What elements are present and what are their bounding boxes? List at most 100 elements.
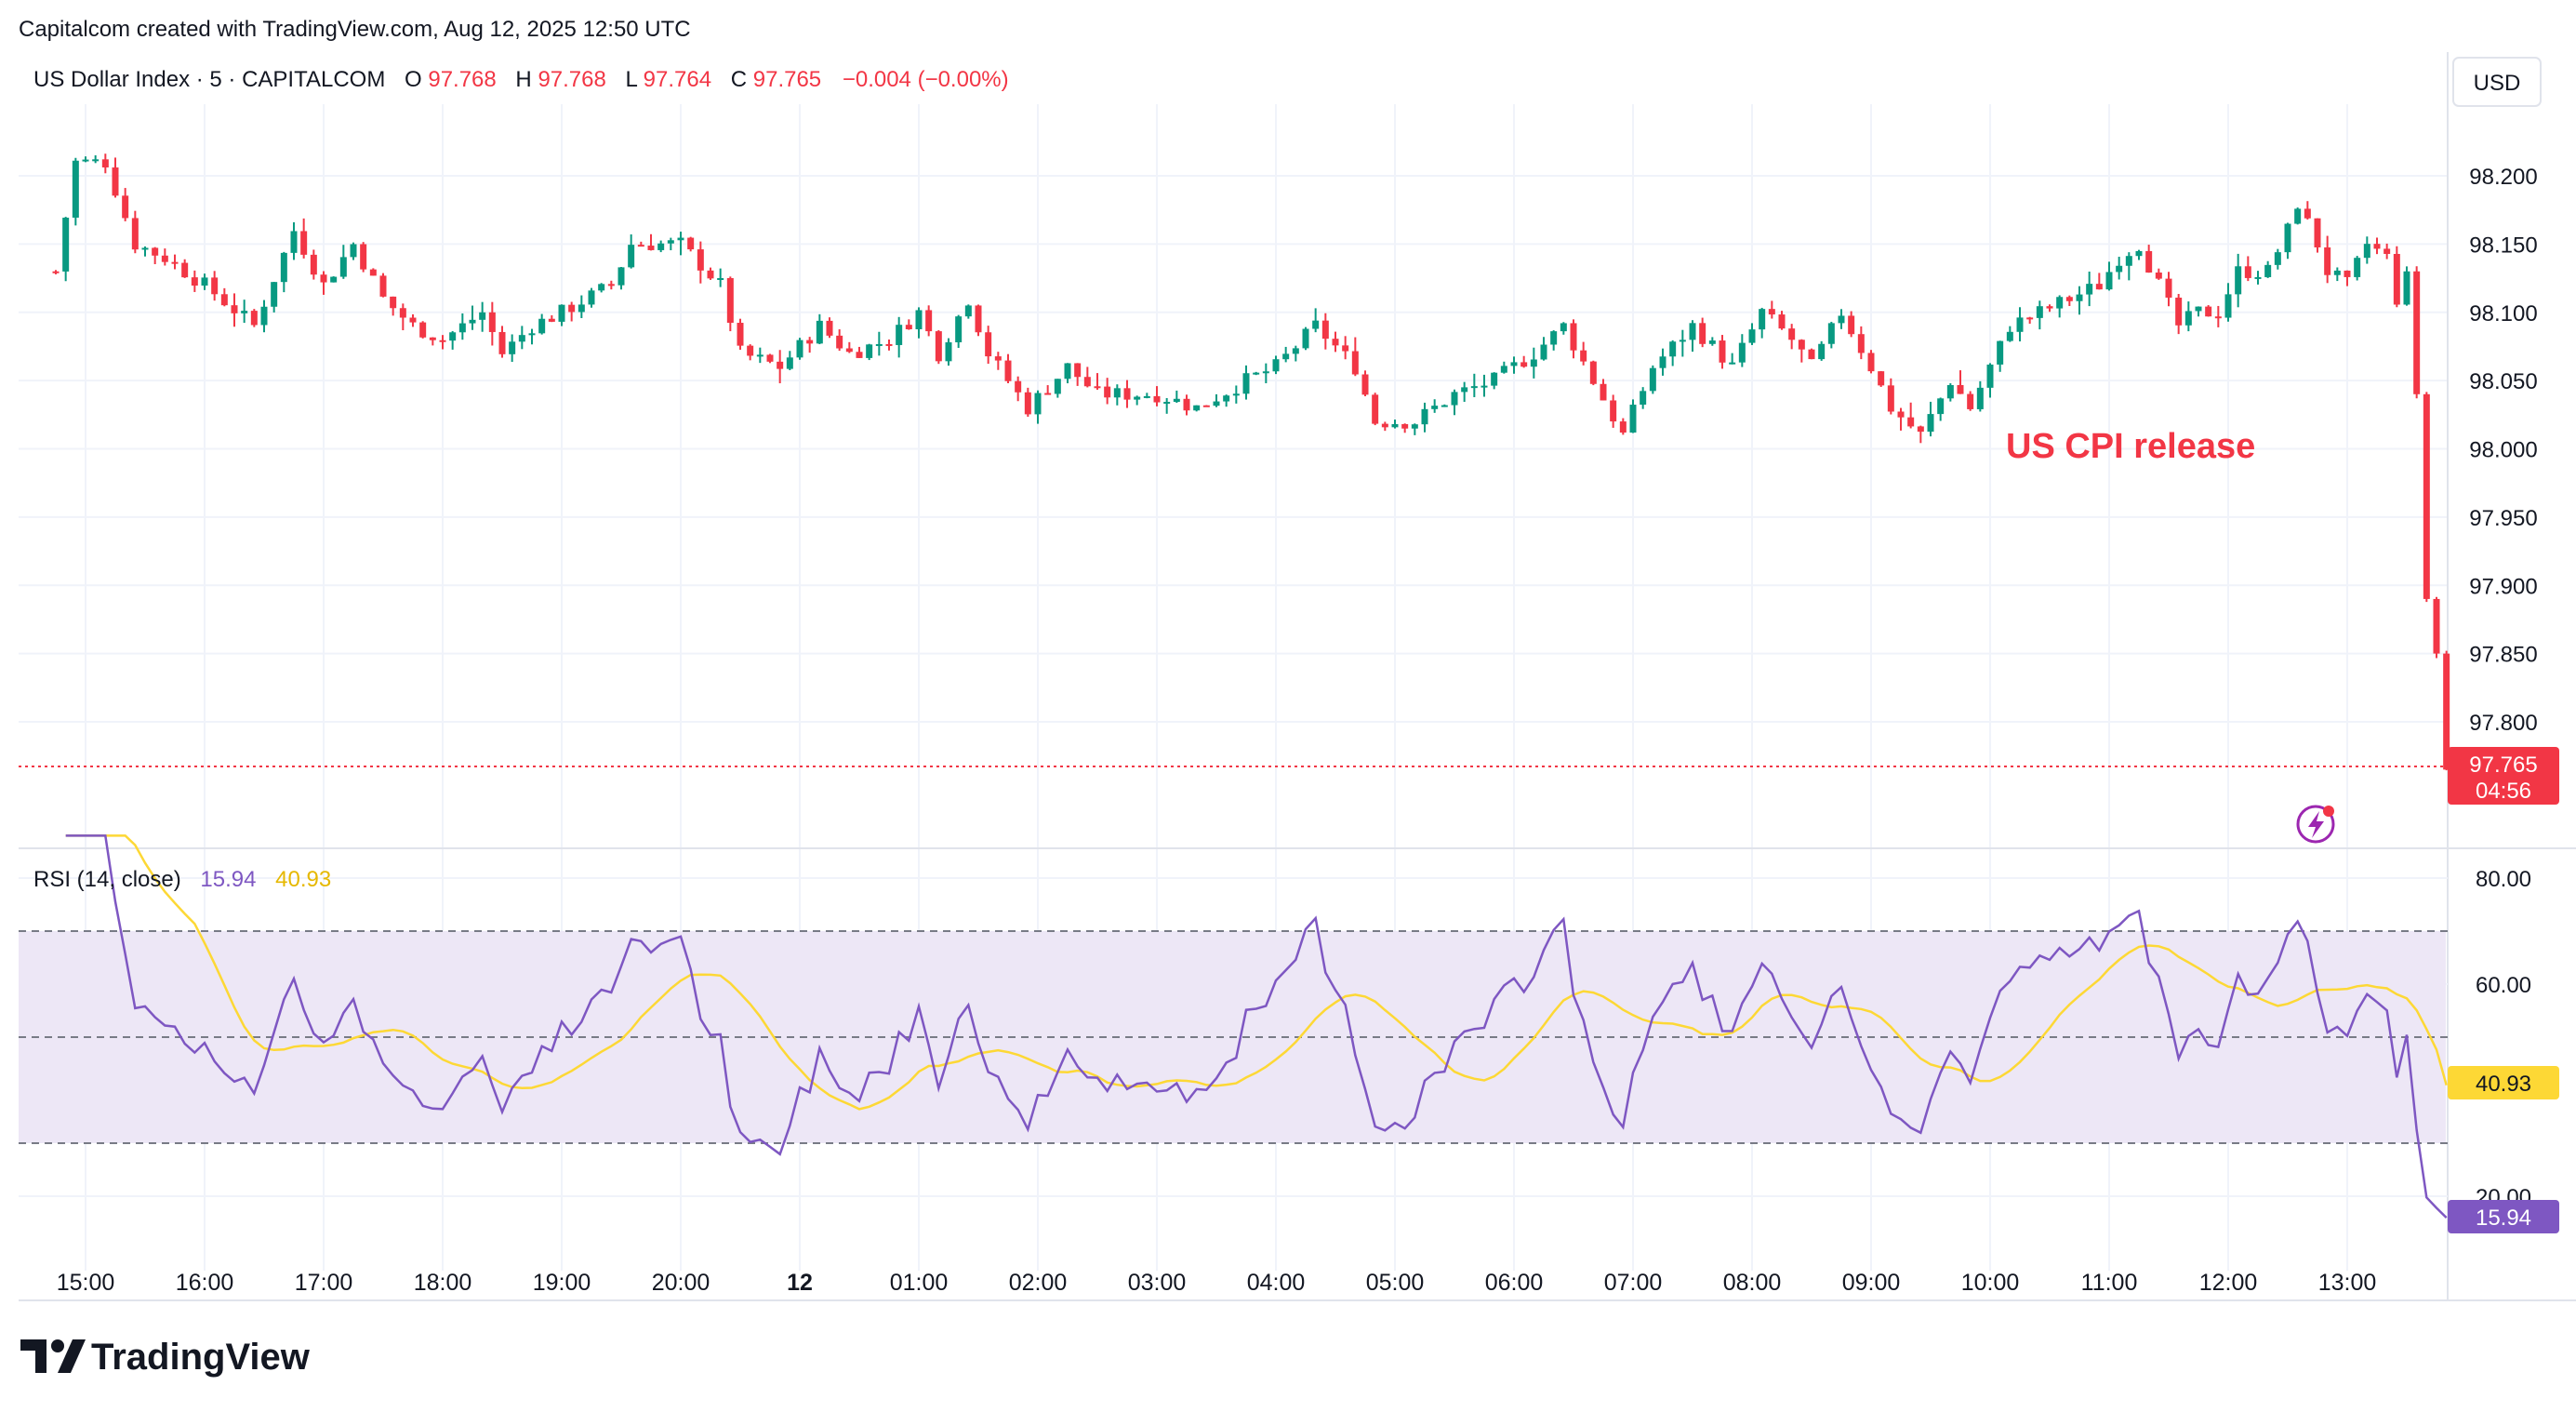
candle-body (350, 244, 357, 258)
candle-body (1798, 340, 1805, 350)
candle-body (2264, 264, 2272, 277)
candle-body (737, 323, 744, 346)
candle-body (2016, 317, 2024, 332)
candle-body (1391, 423, 1399, 428)
rsi-band-layer (19, 930, 2448, 1144)
currency-button[interactable]: USD (2452, 57, 2542, 107)
candle-body (1729, 362, 1736, 365)
candle-body (1342, 345, 1349, 352)
candle-body (647, 246, 655, 250)
candle-body (1113, 388, 1121, 398)
candle-body (2006, 331, 2013, 341)
candle-body (578, 304, 585, 313)
last-price-value: 97.765 (2469, 753, 2537, 778)
x-tick-label: 20:00 (652, 1270, 710, 1296)
candle-body (2095, 284, 2103, 290)
candle-body (161, 255, 168, 262)
candle-body (955, 316, 963, 343)
candle-body (1540, 344, 1547, 360)
candle-body (1134, 396, 1141, 400)
candle-body (1491, 372, 1498, 386)
candle-body (271, 282, 278, 307)
candle-body (707, 270, 714, 279)
candle-body (1719, 340, 1726, 363)
candle-body (2423, 393, 2430, 599)
candle-body (1986, 364, 1994, 388)
candle-body (399, 308, 406, 318)
candle-body (1827, 323, 1835, 344)
candle-body (1778, 314, 1786, 329)
candle-body (171, 261, 179, 264)
price-tick-label: 97.850 (2469, 643, 2537, 668)
rsi-legend-value: 15.94 (200, 867, 256, 892)
candle-body (1004, 360, 1012, 381)
lightning-event-icon[interactable] (2296, 805, 2335, 844)
candle-body (2324, 246, 2331, 275)
candle-body (1867, 353, 1875, 372)
candle-body (1441, 405, 1448, 407)
candle-body (1312, 320, 1320, 329)
candle-body (1659, 356, 1666, 368)
candle-body (1104, 386, 1111, 398)
candle-body (1589, 361, 1597, 384)
candle-body (2363, 244, 2370, 259)
x-tick-label: 03:00 (1128, 1270, 1187, 1296)
candle-body (1669, 341, 1677, 357)
candle-body (1292, 348, 1299, 354)
candle-body (1878, 371, 1885, 386)
candle-body (201, 277, 208, 286)
candle-body (2354, 258, 2361, 277)
candle-body (1848, 315, 1855, 335)
candle-body (231, 305, 238, 313)
axes-layer: 15:00 16:00 17:00 18:00 19:00 20:00 12 01:00 02:… (57, 165, 2538, 1296)
candle-body (677, 237, 684, 241)
candle-body (122, 195, 129, 219)
tradingview-wordmark: TradingView (91, 1337, 311, 1378)
candle-body (1034, 393, 1042, 415)
last-price-tag: 97.765 04:56 (2448, 747, 2559, 805)
rsi-tick-label: 80.00 (2476, 867, 2531, 892)
candle-body (528, 333, 536, 336)
candle-body (856, 352, 863, 358)
x-tick-label: 04:00 (1247, 1270, 1306, 1296)
x-tick-label: 02:00 (1009, 1270, 1068, 1296)
candle-body (2214, 316, 2222, 319)
rsi-ma-tag: 40.93 (2448, 1066, 2559, 1099)
candle-body (458, 323, 466, 333)
candle-body (1282, 353, 1290, 360)
candle-body (2205, 306, 2212, 317)
candle-body (935, 331, 942, 362)
candle-body (1470, 386, 1478, 389)
candle-body (657, 243, 665, 250)
candle-body (1123, 388, 1131, 400)
candle-body (2224, 294, 2232, 318)
candle-body (1897, 411, 1905, 418)
high-label: H (515, 67, 531, 92)
candle-body (1451, 392, 1458, 406)
cpi-annotation: US CPI release (2006, 427, 2255, 466)
candle-body (2155, 272, 2162, 279)
candle-body (1202, 405, 1210, 407)
candle-body (1917, 426, 1924, 433)
candle-body (687, 237, 695, 250)
candle-body (1887, 385, 1894, 412)
candle-body (1937, 398, 1945, 415)
candle-body (2065, 297, 2073, 301)
candle-body (1818, 343, 1826, 360)
x-tick-label: 15:00 (57, 1270, 115, 1296)
candle-body (1600, 383, 1607, 401)
candle-body (786, 357, 793, 369)
candle-body (409, 317, 417, 323)
candle-body (2314, 218, 2321, 247)
candle-body (1967, 393, 1974, 409)
candle-body (1332, 339, 1339, 346)
candle-body (2026, 317, 2034, 320)
rsi-ma-line (65, 834, 2448, 1111)
candle-body (1957, 384, 1964, 394)
candle-body (1927, 414, 1934, 433)
candle-body (1500, 366, 1507, 373)
candle-body (280, 252, 287, 283)
candle-body (1262, 371, 1269, 374)
candle-body (211, 277, 219, 295)
